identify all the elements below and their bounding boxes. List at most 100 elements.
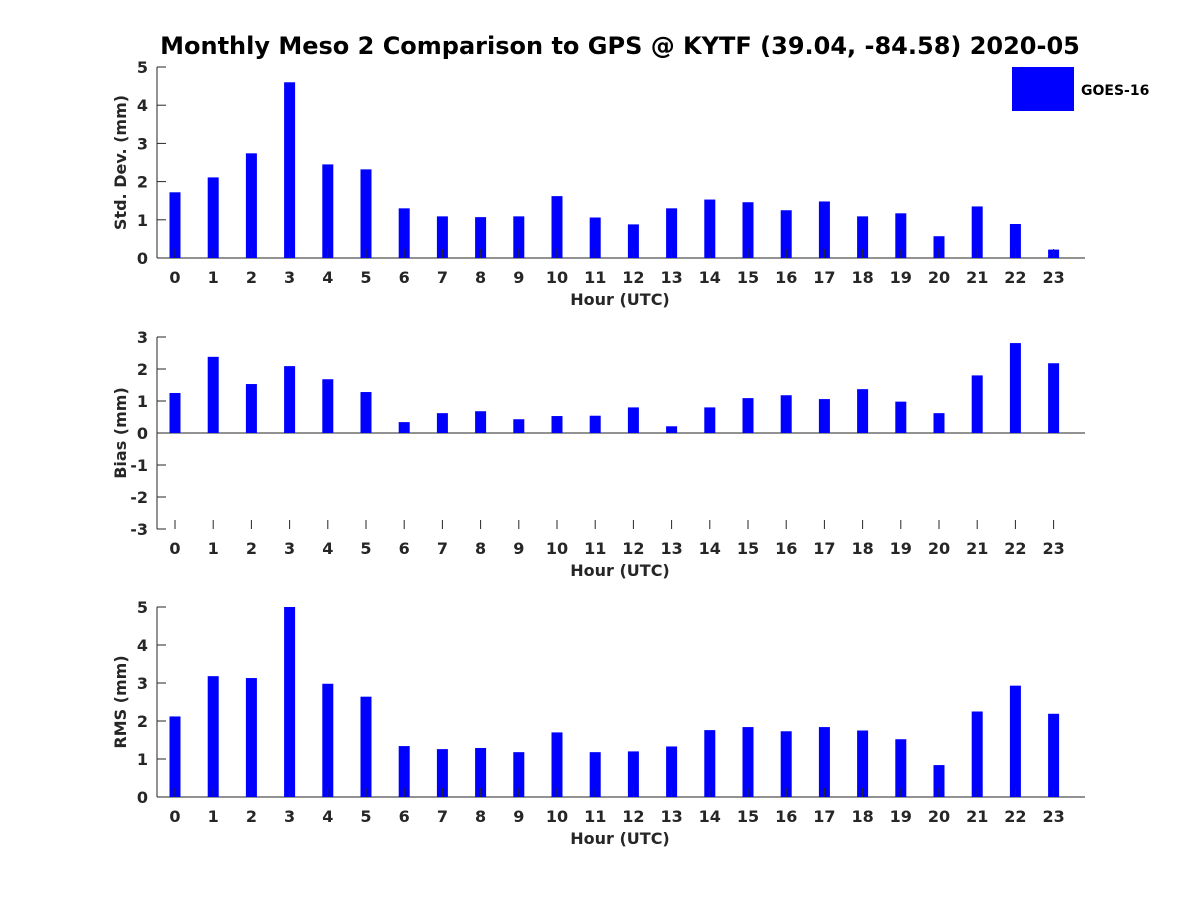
std-dev-x-tick-label: 15 — [737, 268, 759, 287]
rms-x-tick-label: 12 — [622, 807, 644, 826]
std-dev-bar-hour-21 — [971, 206, 983, 258]
std-dev-x-tick-label: 21 — [966, 268, 988, 287]
rms-bar-hour-2 — [245, 678, 257, 797]
bias-bar-hour-12 — [627, 407, 639, 433]
rms-x-tick-label: 20 — [928, 807, 950, 826]
rms-y-axis-label: RMS (mm) — [111, 655, 130, 748]
bias-bar-hour-19 — [895, 401, 907, 433]
rms-x-tick-label: 18 — [851, 807, 873, 826]
std-dev-x-tick-label: 11 — [584, 268, 606, 287]
bias-x-tick-label: 15 — [737, 539, 759, 558]
rms-x-tick-label: 4 — [322, 807, 333, 826]
std-dev-bar-hour-1 — [207, 177, 219, 258]
std-dev-y-axis-label: Std. Dev. (mm) — [111, 95, 130, 230]
bias-x-axis-label: Hour (UTC) — [570, 561, 670, 580]
bias-bar-hour-9 — [513, 419, 525, 433]
std-dev-bar-hour-9 — [513, 216, 525, 258]
rms-y-tick-label: 5 — [137, 598, 148, 617]
std-dev-x-tick-label: 16 — [775, 268, 797, 287]
bias-y-tick-label: 0 — [137, 424, 148, 443]
rms-bar-hour-3 — [284, 607, 296, 797]
std-dev-bar-hour-8 — [475, 217, 487, 258]
bias-x-tick-label: 19 — [890, 539, 912, 558]
bias-bar-hour-11 — [589, 415, 601, 433]
rms-bar-hour-7 — [436, 749, 448, 797]
bias-x-tick-label: 12 — [622, 539, 644, 558]
rms-y-tick-label: 2 — [137, 712, 148, 731]
std-dev-bar-hour-14 — [704, 199, 716, 258]
rms-x-tick-label: 23 — [1042, 807, 1064, 826]
rms-x-tick-label: 6 — [399, 807, 410, 826]
rms-bar-hour-6 — [398, 746, 410, 797]
std-dev-x-tick-label: 4 — [322, 268, 333, 287]
rms-x-tick-label: 2 — [246, 807, 257, 826]
bias-x-tick-label: 16 — [775, 539, 797, 558]
bias-bar-hour-6 — [398, 422, 410, 433]
rms-x-tick-label: 17 — [813, 807, 835, 826]
rms-bar-hour-13 — [666, 746, 678, 797]
std-dev-x-tick-label: 17 — [813, 268, 835, 287]
bias-x-tick-label: 4 — [322, 539, 333, 558]
rms-x-tick-label: 8 — [475, 807, 486, 826]
bias-x-tick-label: 8 — [475, 539, 486, 558]
legend: GOES-16 — [1012, 67, 1149, 111]
bias-x-tick-label: 1 — [208, 539, 219, 558]
bias-x-tick-label: 23 — [1042, 539, 1064, 558]
bias-x-tick-label: 2 — [246, 539, 257, 558]
bias-bar-hour-7 — [436, 413, 448, 433]
std-dev-x-tick-label: 8 — [475, 268, 486, 287]
rms-x-tick-label: 10 — [546, 807, 568, 826]
std-dev-x-tick-label: 7 — [437, 268, 448, 287]
std-dev-bar-hour-3 — [284, 82, 296, 258]
std-dev-x-tick-label: 19 — [890, 268, 912, 287]
std-dev-y-tick-label: 5 — [137, 58, 148, 77]
bias-x-tick-label: 0 — [169, 539, 180, 558]
bias-bar-hour-22 — [1009, 343, 1021, 433]
std-dev-x-tick-label: 5 — [360, 268, 371, 287]
bias-y-tick-label: -1 — [130, 456, 148, 475]
rms-bar-hour-17 — [818, 727, 830, 797]
std-dev-x-tick-label: 23 — [1042, 268, 1064, 287]
rms-x-tick-label: 16 — [775, 807, 797, 826]
std-dev-bar-hour-19 — [895, 213, 907, 258]
std-dev-bar-hour-12 — [627, 224, 639, 258]
std-dev-x-tick-label: 12 — [622, 268, 644, 287]
rms-x-tick-label: 1 — [208, 807, 219, 826]
std-dev-bar-hour-4 — [322, 164, 334, 258]
rms-bar-hour-10 — [551, 732, 563, 797]
bias-x-tick-label: 20 — [928, 539, 950, 558]
std-dev-y-tick-label: 3 — [137, 134, 148, 153]
rms-bar-hour-1 — [207, 676, 219, 797]
std-dev-bar-hour-2 — [245, 153, 257, 258]
bias-bar-hour-14 — [704, 407, 716, 433]
bias-x-tick-label: 13 — [660, 539, 682, 558]
rms-bar-hour-23 — [1048, 713, 1060, 797]
std-dev-bar-hour-20 — [933, 236, 945, 258]
bias-y-tick-label: 2 — [137, 360, 148, 379]
bias-x-tick-label: 17 — [813, 539, 835, 558]
bias-bar-hour-13 — [666, 426, 678, 433]
rms-x-tick-label: 11 — [584, 807, 606, 826]
std-dev-bar-hour-16 — [780, 210, 792, 258]
bias-y-tick-label: 1 — [137, 392, 148, 411]
bias-bar-hour-8 — [475, 411, 487, 433]
rms-y-tick-label: 3 — [137, 674, 148, 693]
std-dev-x-axis-label: Hour (UTC) — [570, 290, 670, 309]
bias-bar-hour-5 — [360, 392, 372, 433]
legend-swatch — [1012, 67, 1074, 111]
bias-bar-hour-1 — [207, 356, 219, 433]
std-dev-bar-hour-7 — [436, 216, 448, 258]
bias-bar-hour-15 — [742, 398, 754, 433]
rms-x-axis-label: Hour (UTC) — [570, 829, 670, 848]
rms-x-tick-label: 19 — [890, 807, 912, 826]
rms-x-tick-label: 0 — [169, 807, 180, 826]
rms-x-tick-label: 3 — [284, 807, 295, 826]
rms-bar-hour-0 — [169, 716, 181, 797]
bias-x-tick-label: 3 — [284, 539, 295, 558]
rms-bar-hour-15 — [742, 727, 754, 797]
std-dev-bar-hour-0 — [169, 192, 181, 258]
bias-x-tick-label: 9 — [513, 539, 524, 558]
bias-y-tick-label: -2 — [130, 488, 148, 507]
